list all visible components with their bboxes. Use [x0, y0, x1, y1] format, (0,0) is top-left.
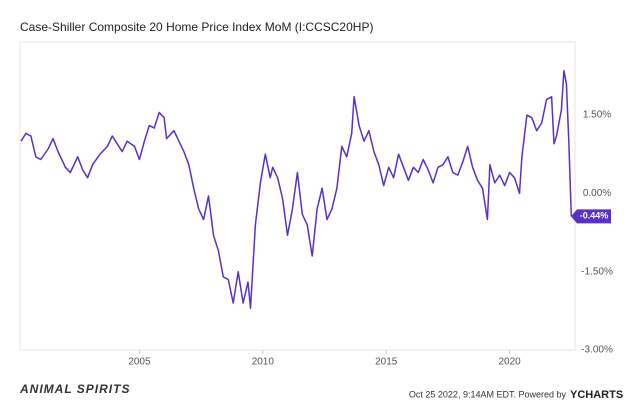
y-tick-label: -1.50%	[581, 266, 613, 277]
line	[20, 69, 573, 309]
x-tick-label: 2015	[375, 357, 398, 368]
brand: YCHARTS	[570, 389, 623, 401]
logo: ANIMAL SPIRITS	[19, 382, 130, 396]
y-tick-label: 0.00%	[583, 188, 611, 199]
y-tick-label: -3.00%	[581, 345, 613, 356]
x-tick-label: 2020	[498, 357, 521, 368]
annotation-label: -0.44%	[580, 211, 609, 221]
plot-frame	[19, 41, 576, 351]
annotation-flag	[571, 209, 611, 224]
timestamp: Oct 25 2022, 9:14AM EDT. Powered by	[409, 389, 567, 399]
y-tick-label: 1.50%	[583, 110, 611, 121]
x-tick-label: 2005	[128, 357, 151, 368]
chart-title: Case-Shiller Composite 20 Home Price Ind…	[20, 20, 373, 34]
x-tick-label: 2010	[252, 357, 275, 368]
